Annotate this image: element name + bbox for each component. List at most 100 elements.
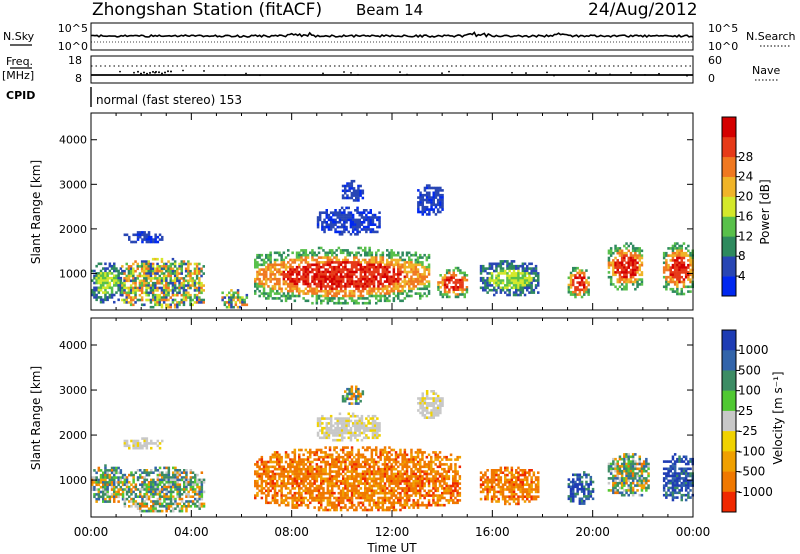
- cell-power-1: [180, 277, 183, 280]
- cell-power-8: [623, 268, 626, 272]
- cell-power-8: [616, 247, 619, 250]
- cell-velocity-1: [200, 481, 204, 484]
- cell-power-5: [445, 278, 449, 282]
- cell-velocity-3: [298, 484, 301, 488]
- cell-power-0: [93, 276, 96, 280]
- cell-velocity-3: [359, 472, 363, 476]
- cell-power-5: [454, 278, 458, 282]
- cell-power-1: [143, 291, 146, 295]
- cell-power-6: [515, 274, 518, 278]
- cell-power-1: [134, 301, 137, 304]
- cell-power-4: [388, 277, 391, 281]
- cell-velocity-3: [309, 465, 312, 469]
- cell-power-4: [375, 261, 378, 264]
- cell-velocity-3: [289, 475, 292, 478]
- cell-power-4: [361, 285, 365, 288]
- cell-velocity-3: [370, 508, 374, 512]
- cell-velocity-3: [320, 491, 323, 495]
- cell-power-4: [254, 280, 257, 283]
- cell-power-6: [510, 272, 514, 275]
- cell-velocity-3: [328, 446, 332, 449]
- cell-power-4: [355, 268, 358, 271]
- cell-power-4: [379, 253, 382, 257]
- cell-velocity-1: [163, 473, 166, 477]
- cell-velocity-3: [339, 467, 343, 471]
- cell-velocity-3: [375, 472, 378, 476]
- cell-power-4: [333, 277, 336, 281]
- cell-power-6: [523, 272, 527, 275]
- cell-velocity-3: [320, 479, 323, 483]
- cell-power-12: [323, 228, 326, 231]
- cell-velocity-3: [267, 487, 270, 490]
- cell-velocity-3: [370, 484, 374, 488]
- cell-power-1: [189, 301, 192, 304]
- cell-power-4: [353, 299, 356, 303]
- cell-power-6: [506, 293, 509, 297]
- cell-velocity-3: [390, 501, 393, 505]
- cell-power-8: [627, 266, 630, 269]
- cell-velocity-3: [381, 475, 385, 478]
- cell-power-4: [313, 275, 316, 279]
- cell-power-6: [521, 281, 525, 285]
- cell-power-6: [495, 269, 498, 273]
- cell-velocity-3: [390, 472, 393, 476]
- cell-velocity-3: [386, 477, 389, 481]
- cell-power-6: [488, 279, 492, 282]
- colorbar-swatch: [722, 136, 736, 158]
- cell-power-7: [583, 286, 586, 289]
- cell-velocity-3: [302, 499, 305, 502]
- cell-velocity-3: [295, 499, 299, 502]
- cell-power-4: [289, 294, 292, 298]
- cell-power-7: [574, 288, 577, 292]
- cell-power-9: [671, 244, 675, 248]
- cell-power-8: [638, 266, 641, 269]
- cell-velocity-3: [280, 470, 283, 473]
- cell-power-1: [138, 289, 142, 292]
- cell-power-0: [117, 272, 120, 275]
- cell-power-5: [443, 290, 447, 294]
- cell-power-4: [410, 282, 413, 286]
- nave-dot: [686, 74, 688, 77]
- cell-velocity-0: [115, 495, 118, 499]
- cell-velocity-3: [339, 455, 343, 459]
- cell-power-6: [532, 269, 536, 273]
- cell-power-4: [260, 292, 264, 295]
- cell-velocity-3: [273, 465, 277, 469]
- cell-velocity-1: [196, 473, 199, 477]
- cell-power-4: [397, 268, 400, 271]
- cell-velocity-3: [346, 508, 349, 512]
- cell-velocity-3: [328, 470, 332, 473]
- cell-power-4: [342, 275, 345, 279]
- cell-velocity-1: [141, 488, 144, 491]
- cell-power-4: [287, 253, 290, 257]
- cell-velocity-1: [150, 509, 153, 513]
- cell-velocity-0: [113, 476, 116, 479]
- cell-power-12: [358, 218, 361, 222]
- cell-velocity-1: [167, 483, 171, 486]
- cell-velocity-1: [198, 478, 201, 482]
- cell-power-4: [317, 265, 321, 269]
- cell-power-10: [350, 196, 354, 200]
- cell-velocity-3: [328, 496, 332, 500]
- cell-power-12: [329, 221, 333, 224]
- cell-power-1: [195, 269, 199, 273]
- cell-velocity-3: [320, 460, 323, 464]
- cell-power-9: [680, 254, 683, 257]
- cell-velocity-3: [392, 494, 396, 497]
- cell-power-1: [129, 296, 133, 299]
- cell-power-7: [572, 266, 575, 270]
- cell-power-4: [388, 289, 391, 293]
- cell-velocity-1: [183, 483, 186, 486]
- cell-velocity-3: [346, 487, 349, 490]
- cell-power-2: [154, 235, 157, 239]
- cell-velocity-0: [113, 469, 116, 472]
- cell-velocity-3: [388, 458, 391, 461]
- cell-velocity-3: [320, 455, 323, 459]
- cell-power-4: [412, 265, 415, 269]
- cell-velocity-1: [178, 495, 182, 498]
- cell-power-6: [510, 264, 514, 268]
- cell-power-3: [228, 301, 231, 304]
- cell-power-1: [158, 286, 161, 290]
- cell-velocity-3: [383, 465, 387, 469]
- cell-velocity-3: [344, 453, 347, 457]
